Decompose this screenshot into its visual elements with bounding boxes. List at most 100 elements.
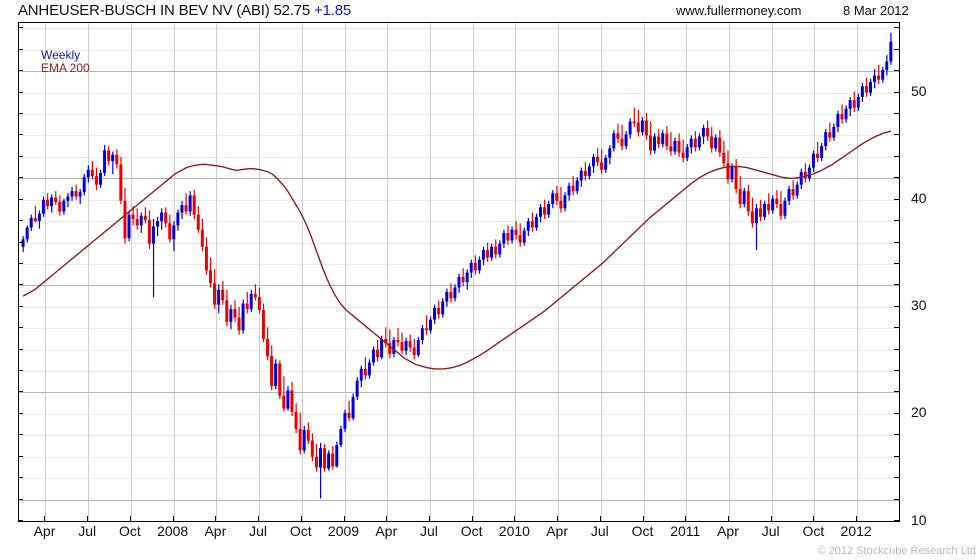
candle-body [119,164,123,201]
y-axis-tick [18,455,23,457]
as-of-date: 8 Mar 2012 [843,3,909,18]
candle-body [127,214,131,239]
x-axis-tick [44,516,46,521]
candle-body [253,293,257,298]
candle-body [612,133,616,149]
candle-body [404,341,408,351]
gridline-minor [19,328,899,329]
candlestick-series [21,32,893,499]
candle-body [41,199,45,214]
candle-body [758,208,762,217]
gridline-vertical [302,23,303,521]
candle-body [811,153,815,168]
gridline-major [19,71,899,72]
x-axis-tick-label: Oct [289,523,312,539]
instrument-name: ANHEUSER-BUSCH IN BEV NV (ABI) [18,2,270,19]
y-axis-tick [894,262,899,264]
y-axis-tick [894,284,899,286]
gridline-minor [19,50,899,51]
candle-body [249,293,253,309]
candle-wick [385,327,387,348]
candle-body [587,166,591,177]
candle-body [286,390,290,409]
candle-body [832,126,836,138]
candle-body [775,198,779,204]
candle-body [706,127,710,137]
x-axis-tick [856,516,858,521]
candle-body [791,189,795,196]
candle-body [828,132,832,138]
x-axis-tick [685,516,687,521]
y-axis-tick [18,91,23,93]
gridline-minor [19,414,899,415]
x-axis-tick-label: Oct [119,523,141,539]
candle-body [94,176,98,185]
candle-body [469,262,473,273]
candle-body [616,133,620,139]
candle-body [600,162,604,170]
y-axis-tick [894,220,899,222]
candle-body [494,246,498,255]
candle-body [624,134,628,147]
chart-legend: Weekly EMA 200 [41,49,161,75]
candle-body [331,453,335,467]
candle-body [441,301,445,315]
candle-body [172,225,176,240]
candle-wick [79,189,81,204]
candle-body [685,147,689,158]
candle-body [453,287,457,299]
candle-body [306,429,310,441]
candle-body [339,428,343,445]
candle-body [98,172,102,185]
candle-body [164,212,168,224]
y-axis-labels: 10 20 30 40 50 [903,22,963,526]
gridline-vertical [515,23,516,521]
gridline-minor [19,264,899,265]
candle-body [351,396,355,419]
page-title: ANHEUSER-BUSCH IN BEV NV (ABI) 52.75 +1.… [18,2,351,19]
candle-body [583,170,587,177]
y-axis-tick [18,498,23,500]
candle-wick [601,149,603,174]
candle-body [677,140,681,153]
x-axis-tick [428,516,430,521]
price-change: +1.85 [314,2,351,19]
candle-body [620,138,624,147]
x-axis-tick-label: Apr [204,523,227,539]
candle-body [547,203,551,215]
x-axis-labels: Apr Jul Oct 2008 Apr Jul Oct 2009 Apr Jul Oct 2010 A… [0,524,980,544]
x-axis-tick [557,516,559,521]
y-axis-tick [18,198,23,200]
candle-body [66,196,70,201]
candle-body [29,217,33,228]
gridline-vertical [259,23,260,521]
candle-body [852,100,856,108]
candle-body [530,221,534,228]
candle-body [37,213,41,222]
x-axis-tick-label: Jul [590,523,609,539]
y-axis-tick [18,412,23,414]
y-axis-tick [894,477,899,479]
candle-body [477,259,481,271]
x-axis-tick [727,516,729,521]
candle-body [298,428,302,451]
y-axis-tick [894,48,899,50]
candle-body [290,390,294,412]
candle-body [816,153,820,158]
candle-body [335,444,339,467]
gridline-vertical [216,23,217,521]
candle-body [86,169,90,178]
candle-body [180,205,184,213]
candle-body [644,120,648,136]
candle-wick [319,442,322,499]
candle-body [323,448,327,469]
x-axis-tick-label: Apr [33,523,56,539]
candle-body [783,200,787,216]
gridline-minor [19,93,899,94]
candle-body [347,412,351,419]
candle-body [176,212,180,226]
y-axis-tick [894,305,899,307]
gridline-vertical [174,23,175,521]
candle-body [359,368,363,381]
candle-body [225,300,229,322]
